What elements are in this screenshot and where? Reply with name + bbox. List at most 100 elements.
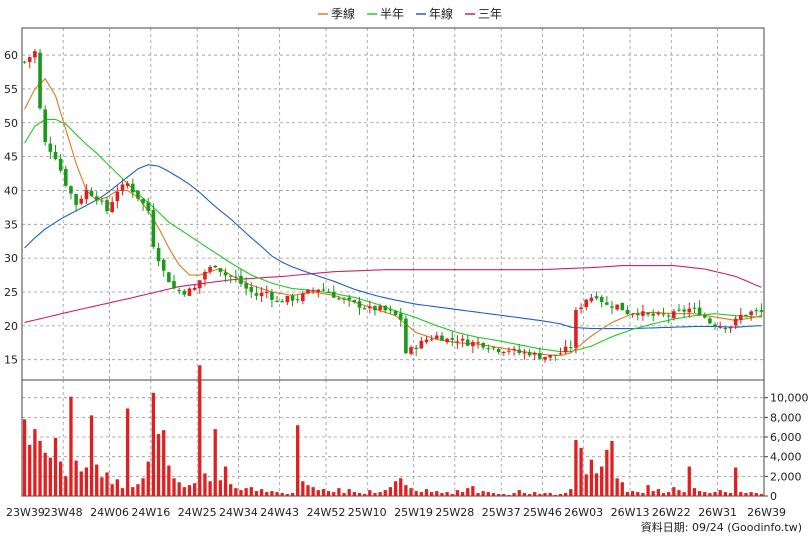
- volume-bar: [347, 489, 351, 496]
- candle-body: [594, 296, 599, 299]
- volume-bar: [656, 489, 661, 496]
- price-tick-label: 45: [4, 151, 18, 164]
- volume-bar: [239, 490, 243, 496]
- candle-body: [543, 356, 547, 360]
- candle-body: [749, 311, 753, 316]
- candle-body: [476, 342, 480, 344]
- volume-bar: [213, 429, 217, 496]
- candle-body: [651, 313, 656, 316]
- candle-body: [656, 312, 661, 315]
- volume-bar: [460, 492, 465, 496]
- price-grid: [22, 28, 764, 380]
- volume-bar: [192, 483, 197, 496]
- volume-bar: [301, 481, 305, 496]
- volume-bar: [84, 467, 89, 496]
- volume-bar: [625, 492, 630, 496]
- candle-body: [306, 289, 310, 294]
- candle-body: [120, 184, 125, 191]
- volume-bar: [697, 491, 702, 496]
- volume-bar: [182, 487, 186, 496]
- price-panel-frame: [21, 27, 765, 381]
- candle-body: [558, 353, 563, 355]
- candle-body: [507, 350, 511, 352]
- volume-bar: [326, 491, 331, 496]
- candle-body: [471, 341, 475, 347]
- volume-bar: [203, 473, 207, 496]
- candle-body: [589, 297, 594, 302]
- volume-bar: [53, 438, 58, 496]
- candle-body: [450, 338, 455, 340]
- volume-bar: [280, 493, 284, 496]
- x-tick-label: 24W34: [219, 506, 258, 519]
- volume-bar: [110, 484, 114, 496]
- volume-bar: [100, 477, 104, 496]
- volume-bar: [543, 493, 547, 496]
- legend-label: 三年: [478, 7, 502, 21]
- volume-bar: [89, 415, 94, 496]
- candle-body: [378, 306, 382, 310]
- candle-body: [728, 326, 733, 329]
- volume-bar: [352, 492, 357, 496]
- candle-body: [167, 272, 171, 283]
- volume-bar: [558, 494, 563, 496]
- volume-bar: [703, 492, 707, 496]
- candle-body: [677, 309, 681, 311]
- x-tick-label: 25W10: [348, 506, 387, 519]
- volume-bar: [223, 466, 228, 496]
- volume-bar: [285, 494, 290, 496]
- x-tick-label: 24W52: [307, 506, 346, 519]
- volume-bar: [481, 491, 485, 496]
- candle-body: [434, 335, 439, 339]
- candle-body: [491, 347, 496, 349]
- volume-bar: [321, 489, 326, 496]
- candle-body: [496, 348, 501, 353]
- candle-body: [69, 186, 73, 194]
- candle-body: [455, 341, 460, 343]
- ma-year-line: [24, 164, 762, 330]
- candle-body: [218, 268, 223, 272]
- x-tick-label: 25W19: [394, 506, 433, 519]
- price-frame-rect: [21, 27, 765, 381]
- x-tick-label: 26W13: [611, 506, 650, 519]
- volume-bar: [563, 493, 568, 496]
- candle-body: [316, 289, 321, 292]
- volume-bar: [476, 493, 480, 496]
- candle-body: [79, 198, 84, 204]
- candle-body: [342, 298, 346, 300]
- price-tick-label: 25: [4, 286, 18, 299]
- candle-body: [33, 51, 37, 58]
- ma-quarter-line: [24, 77, 762, 357]
- moving-average-lines: [24, 77, 762, 357]
- candle-body: [285, 295, 290, 303]
- candle-body: [414, 347, 418, 349]
- candle-body: [584, 299, 589, 308]
- volume-bar: [43, 452, 47, 496]
- source-footer: 資料日期: 09/24 (Goodinfo.tw): [641, 520, 802, 534]
- volume-bar: [332, 492, 336, 496]
- volume-panel-frame: [21, 379, 765, 497]
- candle-body: [38, 52, 42, 109]
- candle-body: [244, 283, 248, 289]
- candle-body: [373, 306, 377, 311]
- volume-bar: [146, 461, 150, 496]
- candle-body: [708, 318, 712, 324]
- candle-body: [419, 340, 424, 349]
- candle-body: [429, 339, 434, 341]
- candle-body: [249, 286, 254, 292]
- volume-bar: [600, 466, 604, 496]
- candle-body: [388, 309, 393, 311]
- volume-bar: [378, 492, 382, 496]
- volume-bar: [615, 478, 619, 496]
- candle-body: [105, 200, 109, 212]
- volume-bar: [404, 485, 408, 496]
- candle-body: [646, 312, 650, 315]
- price-axis-ticks: 15 20 25 30 35 40 45 50 55 60: [4, 49, 18, 367]
- volume-bar: [290, 493, 295, 496]
- volume-bar: [502, 494, 506, 496]
- volume-bar: [172, 478, 176, 496]
- candle-body: [347, 297, 352, 300]
- volume-bar: [69, 396, 73, 496]
- candle-body: [522, 352, 527, 354]
- x-tick-label: 24W43: [260, 506, 299, 519]
